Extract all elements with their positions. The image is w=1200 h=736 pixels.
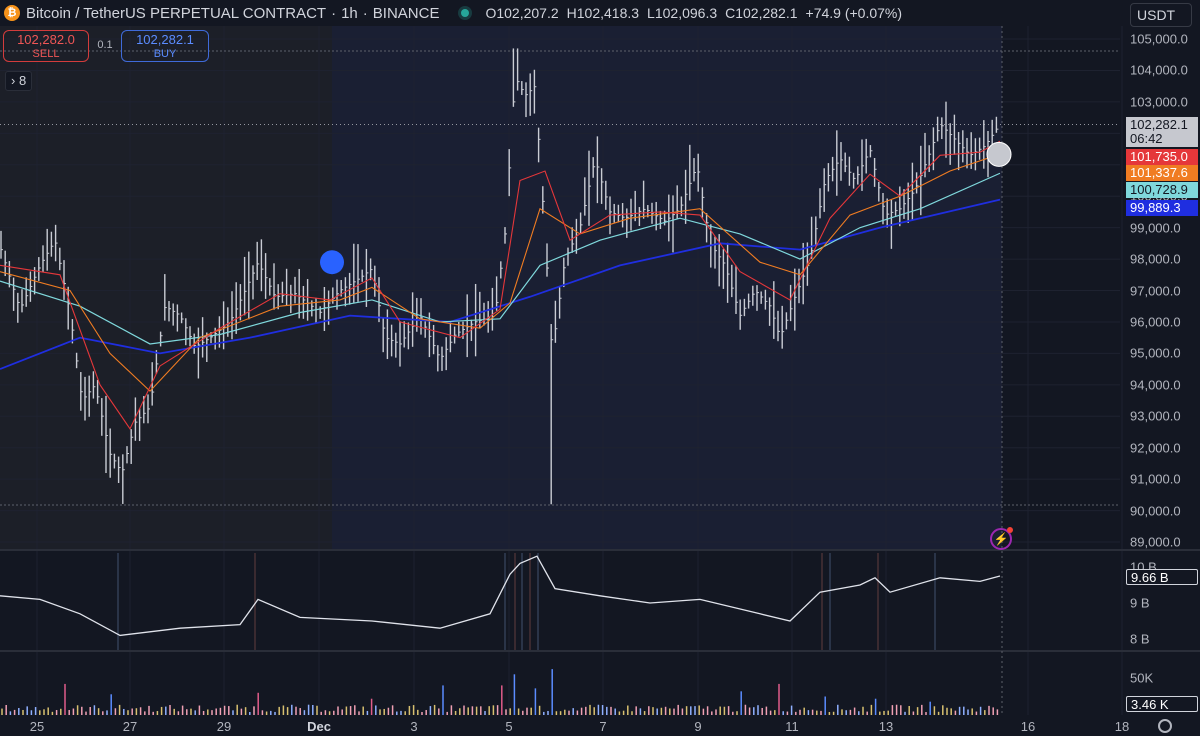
time-tick: 9 (694, 719, 702, 734)
ma-blue-price-label: 99,889.3 (1126, 200, 1198, 216)
ma-red-price-label: 101,735.0 (1126, 149, 1198, 165)
price-tick: 96,000.0 (1130, 314, 1181, 330)
price-tick: 97,000.0 (1130, 283, 1181, 298)
price-axis[interactable]: 105,000.0104,000.0103,000.0102,000.0101,… (1120, 0, 1200, 736)
price-tick: 99,000.0 (1130, 220, 1181, 236)
time-tick: 3 (410, 719, 418, 734)
indicators-toggle-button[interactable]: › 8 (5, 71, 33, 91)
indicator-line (0, 555, 1001, 637)
ohlc-open: O102,207.2 (485, 5, 559, 21)
last-price: 102,282.1 (1130, 117, 1188, 132)
separator: · (362, 4, 368, 22)
time-tick: 25 (29, 719, 45, 734)
indicator-value-label: 9.66 B (1126, 569, 1198, 585)
time-tick: 29 (216, 719, 232, 734)
separator: · (331, 4, 337, 22)
chevron-right-icon: › (11, 73, 16, 88)
indicator-tick: 9 B (1130, 595, 1150, 611)
currency-select[interactable]: USDT (1130, 3, 1192, 27)
ohlc-change: +74.9 (+0.07%) (805, 5, 903, 21)
time-tick: Dec (307, 719, 331, 734)
ma-orange-price-label: 101,337.6 (1126, 165, 1198, 181)
price-tick: 92,000.0 (1130, 440, 1181, 456)
ma-blue-line (0, 198, 1001, 370)
price-tick: 90,000.0 (1130, 503, 1181, 519)
ohlc-high: H102,418.3 (566, 5, 640, 21)
time-tick: 27 (122, 719, 138, 734)
price-tick: 95,000.0 (1130, 345, 1181, 361)
indicator-tick: 8 B (1130, 631, 1150, 647)
sell-label: SELL (32, 48, 60, 60)
ma-red-line (0, 140, 1001, 430)
ohlc-close: C102,282.1 (725, 5, 798, 21)
price-tick: 98,000.0 (1130, 251, 1181, 267)
buy-price: 102,282.1 (136, 32, 194, 47)
price-tick: 89,000.0 (1130, 534, 1181, 550)
volume-tick: 50K (1130, 670, 1154, 686)
time-axis[interactable]: 25 27 29 Dec 3 5 7 9 11 13 16 18 (0, 716, 1129, 736)
chart-marker (986, 141, 1012, 167)
exchange[interactable]: BINANCE (372, 4, 440, 22)
time-tick: 16 (1020, 719, 1036, 734)
last-price-label: 102,282.1 06:42 (1126, 117, 1198, 147)
buy-button[interactable]: 102,282.1 BUY (121, 30, 209, 62)
symbol-title[interactable]: Bitcoin / TetherUS PERPETUAL CONTRACT (26, 4, 327, 22)
chart-legend: ₿ Bitcoin / TetherUS PERPETUAL CONTRACT … (0, 0, 1120, 26)
price-tick: 105,000.0 (1130, 31, 1188, 47)
time-tick: 18 (1114, 719, 1130, 734)
market-open-dot-icon (461, 9, 470, 17)
buy-label: BUY (153, 48, 177, 60)
ohlc-values: O102,207.2 H102,418.3 L102,096.3 C102,28… (485, 5, 902, 21)
interval[interactable]: 1h (341, 4, 358, 22)
price-tick: 103,000.0 (1130, 94, 1188, 110)
sell-button[interactable]: 102,282.0 SELL (3, 30, 89, 62)
time-tick: 5 (505, 719, 513, 734)
bar-countdown: 06:42 (1130, 131, 1163, 146)
time-tick: 13 (878, 719, 894, 734)
session-shade-left (0, 26, 332, 550)
price-tick: 91,000.0 (1130, 471, 1181, 487)
ohlc-low: L102,096.3 (647, 5, 718, 21)
ma-cyan-price-label: 100,728.9 (1126, 182, 1198, 198)
indicators-count: 8 (18, 73, 27, 88)
chart-marker (320, 250, 344, 275)
lightning-alert-icon[interactable]: ⚡ (990, 527, 1013, 550)
gear-icon[interactable] (1158, 719, 1172, 733)
session-highlight (332, 26, 1002, 550)
ma-orange-line (0, 153, 1001, 392)
price-tick: 94,000.0 (1130, 377, 1181, 393)
spread-value: 0.1 (97, 39, 113, 51)
bitcoin-coin-icon[interactable]: ₿ (4, 5, 20, 21)
time-tick: 11 (785, 719, 799, 734)
volume-value-label: 3.46 K (1126, 696, 1198, 712)
time-tick: 7 (599, 719, 607, 734)
sell-price: 102,282.0 (17, 32, 75, 47)
price-tick: 104,000.0 (1130, 62, 1188, 78)
price-tick: 93,000.0 (1130, 408, 1181, 424)
ma-cyan-line (0, 172, 1001, 345)
